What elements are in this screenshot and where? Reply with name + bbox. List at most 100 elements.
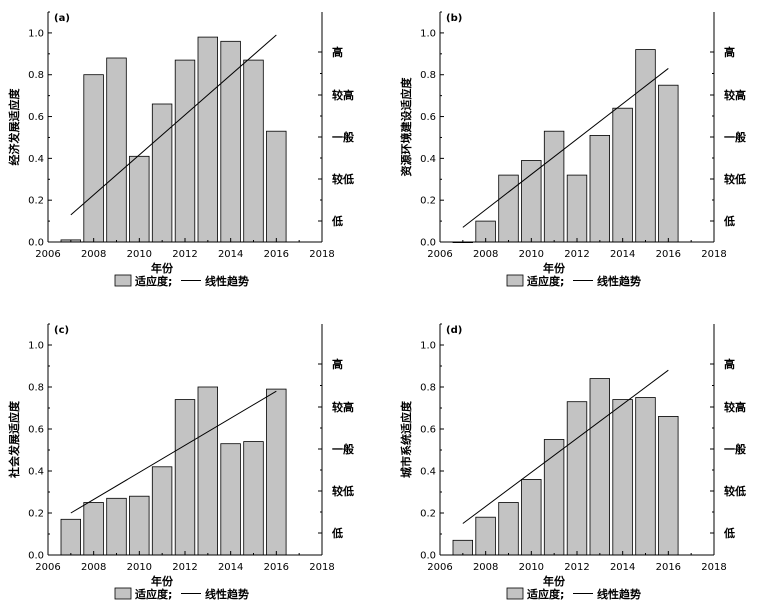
y-axis-title: 经济发展适应度 <box>7 88 21 166</box>
x-axis-title: 年份 <box>151 261 174 275</box>
panel-label: (b) <box>446 13 462 24</box>
y-tick-label: 0.8 <box>420 383 436 394</box>
level-label: 较高 <box>332 88 354 102</box>
x-tick-label: 2010 <box>519 562 544 573</box>
level-label: 较高 <box>332 400 354 414</box>
trend-line <box>462 369 669 524</box>
x-tick-label: 2008 <box>81 249 106 260</box>
y-tick-label: 0.6 <box>28 425 44 436</box>
chart-panel-3: 0.0 0.2 0.4 0.6 0.8 1.0 2006 2008 2010 2012 2014 20… <box>7 323 354 601</box>
chart-panel-1: 0.0 0.2 0.4 0.6 0.8 1.0 2006 2008 2010 2012 2014 20… <box>7 11 354 288</box>
x-tick-label: 2016 <box>656 562 681 573</box>
bar-2012 <box>174 59 196 243</box>
y-tick-label: 0.8 <box>28 383 44 394</box>
bar-2011 <box>543 439 565 556</box>
level-label: 较低 <box>724 484 746 498</box>
y-tick-label: 0.6 <box>420 112 436 123</box>
x-axis-title: 年份 <box>543 574 566 588</box>
bar-2008 <box>475 516 496 556</box>
bar-2014 <box>612 399 633 556</box>
legend: 适应度; 线性趋势 <box>114 587 249 601</box>
bar-2012 <box>566 174 588 243</box>
y-tick-label: 0.2 <box>28 196 44 207</box>
x-tick-label: 2008 <box>473 249 498 260</box>
level-label: 高 <box>724 45 735 59</box>
bar-2010 <box>521 160 542 243</box>
legend-bar-label: 适应度; <box>527 587 564 601</box>
bar-2012 <box>174 399 196 556</box>
trend-line <box>70 390 277 514</box>
y-tick-label: 0.8 <box>420 70 436 81</box>
x-tick-label: 2006 <box>427 562 452 573</box>
bar-2010 <box>129 155 150 243</box>
legend-bar-label: 适应度; <box>527 274 564 288</box>
legend-bar-label: 适应度; <box>135 274 172 288</box>
level-label: 低 <box>331 526 343 540</box>
bar-2013 <box>589 134 611 243</box>
x-tick-label: 2010 <box>127 249 152 260</box>
bar-2011 <box>543 130 565 243</box>
x-tick-label: 2010 <box>127 562 152 573</box>
y-tick-label: 0.0 <box>420 551 436 562</box>
bar-2013 <box>197 36 219 243</box>
x-tick-label: 2012 <box>564 562 589 573</box>
level-label: 一般 <box>724 442 746 456</box>
y-axis-title: 社会发展适应度 <box>7 400 21 479</box>
y-axis-title: 城市系统适应度 <box>399 400 413 478</box>
panel-label: (c) <box>54 325 69 336</box>
level-label: 低 <box>331 214 343 228</box>
y-tick-label: 0.4 <box>420 154 436 165</box>
y-axis-title: 资源环境建设适应度 <box>399 77 413 177</box>
legend-bar-swatch <box>506 587 524 600</box>
x-tick-label: 2006 <box>427 249 452 260</box>
x-tick-label: 2018 <box>701 562 726 573</box>
bar-2015 <box>243 441 264 556</box>
y-tick-label: 0.0 <box>28 551 44 562</box>
legend: 适应度; 线性趋势 <box>114 274 249 288</box>
legend-bar-swatch <box>114 274 132 287</box>
x-tick-label: 2008 <box>473 562 498 573</box>
y-tick-label: 1.0 <box>420 341 436 352</box>
bar-2015 <box>635 397 656 556</box>
x-tick-label: 2018 <box>701 249 726 260</box>
bar-2007 <box>452 539 474 556</box>
x-tick-label: 2014 <box>610 562 635 573</box>
x-tick-label: 2016 <box>264 249 289 260</box>
level-label: 一般 <box>724 130 746 144</box>
y-tick-label: 0.8 <box>28 70 44 81</box>
y-tick-label: 0.4 <box>420 467 436 478</box>
x-tick-label: 2014 <box>218 562 243 573</box>
x-tick-label: 2018 <box>309 249 334 260</box>
x-tick-label: 2006 <box>35 249 60 260</box>
level-label: 高 <box>332 357 343 371</box>
level-label: 较高 <box>724 88 746 102</box>
legend-line-label: 线性趋势 <box>597 587 641 601</box>
level-label: 较低 <box>724 172 746 186</box>
bar-2011 <box>151 103 173 243</box>
bar-2008 <box>83 74 104 243</box>
x-tick-label: 2012 <box>172 249 197 260</box>
x-tick-label: 2012 <box>564 249 589 260</box>
y-tick-label: 0.2 <box>28 509 44 520</box>
bar-2016 <box>266 130 287 243</box>
x-axis-title: 年份 <box>543 261 566 275</box>
legend-line-label: 线性趋势 <box>205 274 249 288</box>
bar-2009 <box>106 497 127 556</box>
bar-2012 <box>566 401 588 556</box>
x-axis-title: 年份 <box>151 574 174 588</box>
bar-2008 <box>83 502 104 556</box>
y-tick-label: 0.0 <box>28 238 44 249</box>
bar-2016 <box>266 388 287 556</box>
bar-2016 <box>658 84 679 243</box>
bar-2007 <box>60 518 82 556</box>
x-tick-label: 2018 <box>309 562 334 573</box>
bar-2014 <box>220 443 241 556</box>
legend-line-label: 线性趋势 <box>205 587 249 601</box>
y-tick-label: 1.0 <box>28 341 44 352</box>
bar-2015 <box>635 49 656 243</box>
y-tick-label: 0.4 <box>28 154 44 165</box>
chart-panel-2: 0.0 0.2 0.4 0.6 0.8 1.0 2006 2008 2010 2012 2014 20… <box>399 11 746 288</box>
bar-2011 <box>151 466 173 556</box>
x-tick-label: 2014 <box>610 249 635 260</box>
